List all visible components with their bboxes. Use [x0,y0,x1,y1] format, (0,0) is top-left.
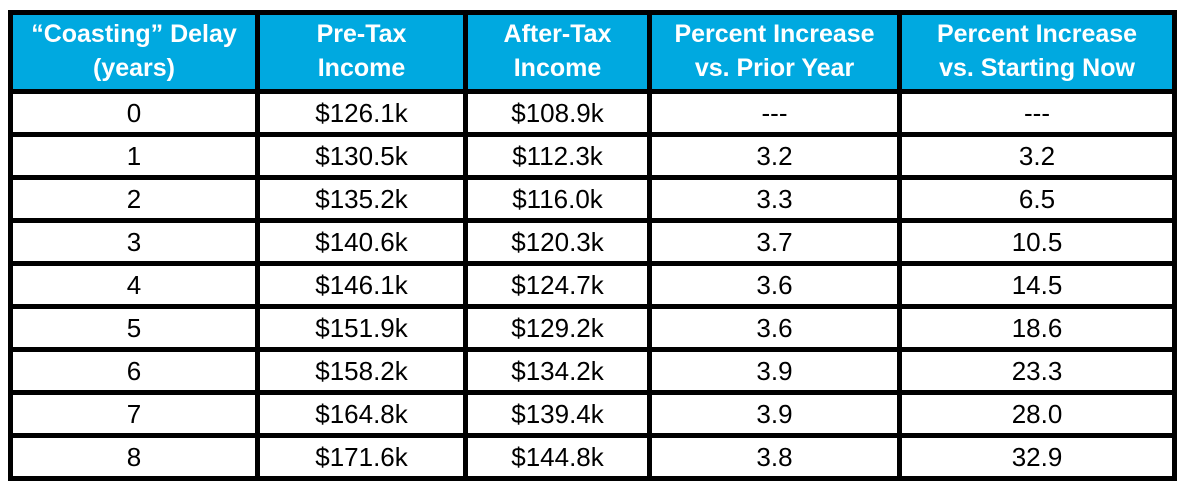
header-line: vs. Starting Now [939,54,1135,82]
cell-pretax: $126.1k [255,89,468,137]
cell-pct-prior: 3.9 [647,390,902,438]
cell-pretax: $171.6k [255,433,468,481]
cell-delay: 6 [8,347,260,395]
column-header-pct-increase-prior-year: Percent Increase vs. Prior Year [647,10,902,94]
cell-delay: 1 [8,132,260,180]
cell-delay: 0 [8,89,260,137]
cell-pretax: $158.2k [255,347,468,395]
cell-pct-prior: 3.2 [647,132,902,180]
cell-aftertax: $139.4k [463,390,652,438]
cell-aftertax: $144.8k [463,433,652,481]
header-line: After-Tax [503,20,612,49]
cell-pct-now: 18.6 [897,304,1177,352]
cell-pct-now: 32.9 [897,433,1177,481]
cell-aftertax: $116.0k [463,175,652,223]
table-row: 6 $158.2k $134.2k 3.9 23.3 [8,347,1177,395]
cell-aftertax: $124.7k [463,261,652,309]
header-line: (years) [93,54,175,82]
cell-pct-now: 23.3 [897,347,1177,395]
table-row: 2 $135.2k $116.0k 3.3 6.5 [8,175,1177,223]
cell-pretax: $146.1k [255,261,468,309]
cell-pct-prior: 3.9 [647,347,902,395]
cell-pct-prior: 3.7 [647,218,902,266]
header-line: Income [513,54,602,82]
cell-pct-prior: --- [647,89,902,137]
cell-delay: 5 [8,304,260,352]
table-row: 0 $126.1k $108.9k --- --- [8,89,1177,137]
cell-pct-now: 6.5 [897,175,1177,223]
cell-aftertax: $134.2k [463,347,652,395]
cell-pretax: $130.5k [255,132,468,180]
column-header-coasting-delay: “Coasting” Delay (years) [8,10,260,94]
cell-pct-now: 14.5 [897,261,1177,309]
cell-pct-prior: 3.3 [647,175,902,223]
cell-pretax: $140.6k [255,218,468,266]
column-header-pretax-income: Pre-Tax Income [255,10,468,94]
cell-pct-now: --- [897,89,1177,137]
header-line: Income [317,54,406,82]
table-row: 3 $140.6k $120.3k 3.7 10.5 [8,218,1177,266]
table-row: 4 $146.1k $124.7k 3.6 14.5 [8,261,1177,309]
cell-aftertax: $112.3k [463,132,652,180]
cell-delay: 8 [8,433,260,481]
cell-delay: 3 [8,218,260,266]
header-line: vs. Prior Year [694,54,855,82]
cell-aftertax: $129.2k [463,304,652,352]
cell-delay: 2 [8,175,260,223]
cell-aftertax: $108.9k [463,89,652,137]
column-header-aftertax-income: After-Tax Income [463,10,652,94]
column-header-pct-increase-starting-now: Percent Increase vs. Starting Now [897,10,1177,94]
cell-delay: 7 [8,390,260,438]
header-line: Percent Increase [674,20,875,49]
header-line: Percent Increase [936,20,1138,49]
cell-pretax: $135.2k [255,175,468,223]
table-row: 5 $151.9k $129.2k 3.6 18.6 [8,304,1177,352]
cell-aftertax: $120.3k [463,218,652,266]
header-line: Pre-Tax [316,20,407,49]
cell-pct-now: 10.5 [897,218,1177,266]
header-row: “Coasting” Delay (years) Pre-Tax Income … [8,10,1177,94]
cell-pct-prior: 3.6 [647,261,902,309]
table-row: 1 $130.5k $112.3k 3.2 3.2 [8,132,1177,180]
cell-pct-prior: 3.6 [647,304,902,352]
cell-pct-now: 3.2 [897,132,1177,180]
cell-pct-now: 28.0 [897,390,1177,438]
header-line: “Coasting” Delay [31,20,237,49]
cell-pretax: $164.8k [255,390,468,438]
table-row: 8 $171.6k $144.8k 3.8 32.9 [8,433,1177,481]
coasting-delay-income-table: “Coasting” Delay (years) Pre-Tax Income … [8,10,1177,481]
cell-pct-prior: 3.8 [647,433,902,481]
table-row: 7 $164.8k $139.4k 3.9 28.0 [8,390,1177,438]
cell-pretax: $151.9k [255,304,468,352]
cell-delay: 4 [8,261,260,309]
